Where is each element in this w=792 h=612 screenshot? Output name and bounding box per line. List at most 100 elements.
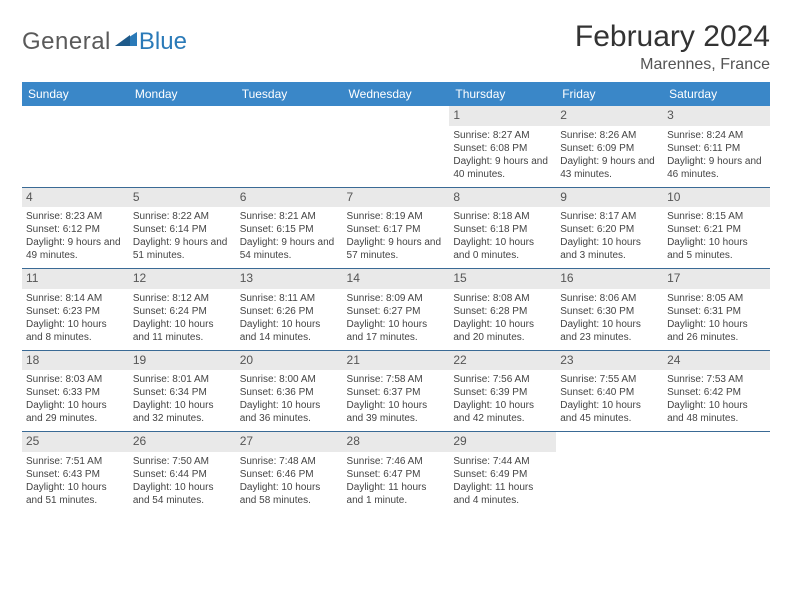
sunrise-text: Sunrise: 8:19 AM (347, 210, 446, 223)
sunset-text: Sunset: 6:09 PM (560, 142, 659, 155)
sunrise-text: Sunrise: 8:24 AM (667, 129, 766, 142)
sunset-text: Sunset: 6:34 PM (133, 386, 232, 399)
sunset-text: Sunset: 6:18 PM (453, 223, 552, 236)
weekday-header: Tuesday (236, 82, 343, 106)
sunrise-text: Sunrise: 8:22 AM (133, 210, 232, 223)
daylight-text: Daylight: 10 hours and 45 minutes. (560, 399, 659, 425)
day-number: 2 (556, 106, 663, 126)
daylight-text: Daylight: 10 hours and 20 minutes. (453, 318, 552, 344)
day-number: 25 (22, 432, 129, 452)
sunset-text: Sunset: 6:40 PM (560, 386, 659, 399)
sunrise-text: Sunrise: 8:05 AM (667, 292, 766, 305)
calendar-day-cell: 20Sunrise: 8:00 AMSunset: 6:36 PMDayligh… (236, 350, 343, 432)
daylight-text: Daylight: 9 hours and 57 minutes. (347, 236, 446, 262)
sunrise-text: Sunrise: 8:12 AM (133, 292, 232, 305)
calendar-day-cell: 24Sunrise: 7:53 AMSunset: 6:42 PMDayligh… (663, 350, 770, 432)
daylight-text: Daylight: 11 hours and 4 minutes. (453, 481, 552, 507)
daylight-text: Daylight: 10 hours and 11 minutes. (133, 318, 232, 344)
calendar-week-row: 11Sunrise: 8:14 AMSunset: 6:23 PMDayligh… (22, 269, 770, 351)
daylight-text: Daylight: 10 hours and 29 minutes. (26, 399, 125, 425)
daylight-text: Daylight: 10 hours and 36 minutes. (240, 399, 339, 425)
sunrise-text: Sunrise: 8:11 AM (240, 292, 339, 305)
sunrise-text: Sunrise: 8:18 AM (453, 210, 552, 223)
weekday-header-row: Sunday Monday Tuesday Wednesday Thursday… (22, 82, 770, 106)
logo-text-general: General (22, 28, 111, 56)
title-block: February 2024 Marennes, France (575, 20, 770, 74)
day-number: 17 (663, 269, 770, 289)
sunrise-text: Sunrise: 8:03 AM (26, 373, 125, 386)
calendar-day-cell (236, 106, 343, 187)
sunset-text: Sunset: 6:42 PM (667, 386, 766, 399)
calendar-day-cell: 3Sunrise: 8:24 AMSunset: 6:11 PMDaylight… (663, 106, 770, 187)
day-number: 10 (663, 188, 770, 208)
day-number: 6 (236, 188, 343, 208)
calendar-day-cell: 17 Sunrise: 8:05 AMSunset: 6:31 PMDayligh… (663, 269, 770, 351)
sunset-text: Sunset: 6:31 PM (667, 305, 766, 318)
daylight-text: Daylight: 10 hours and 51 minutes. (26, 481, 125, 507)
daylight-text: Daylight: 10 hours and 3 minutes. (560, 236, 659, 262)
logo-triangle-icon (115, 32, 137, 46)
daylight-text: Daylight: 9 hours and 46 minutes. (667, 155, 766, 181)
day-number: 28 (343, 432, 450, 452)
sunrise-text: Sunrise: 8:08 AM (453, 292, 552, 305)
day-number: 21 (343, 351, 450, 371)
calendar-day-cell: 4Sunrise: 8:23 AMSunset: 6:12 PMDaylight… (22, 187, 129, 269)
header: General Blue February 2024 Marennes, Fra… (22, 20, 770, 74)
sunrise-text: Sunrise: 7:51 AM (26, 455, 125, 468)
calendar-day-cell (22, 106, 129, 187)
calendar-week-row: 4Sunrise: 8:23 AMSunset: 6:12 PMDaylight… (22, 187, 770, 269)
sunset-text: Sunset: 6:30 PM (560, 305, 659, 318)
sunrise-text: Sunrise: 8:00 AM (240, 373, 339, 386)
calendar-day-cell: 22Sunrise: 7:56 AMSunset: 6:39 PMDayligh… (449, 350, 556, 432)
sunset-text: Sunset: 6:36 PM (240, 386, 339, 399)
calendar-day-cell: 8Sunrise: 8:18 AMSunset: 6:18 PMDaylight… (449, 187, 556, 269)
daylight-text: Daylight: 9 hours and 40 minutes. (453, 155, 552, 181)
day-number: 24 (663, 351, 770, 371)
sunset-text: Sunset: 6:24 PM (133, 305, 232, 318)
calendar-day-cell: 18Sunrise: 8:03 AMSunset: 6:33 PMDayligh… (22, 350, 129, 432)
day-number: 13 (236, 269, 343, 289)
calendar-week-row: 18Sunrise: 8:03 AMSunset: 6:33 PMDayligh… (22, 350, 770, 432)
day-number: 4 (22, 188, 129, 208)
sunrise-text: Sunrise: 8:27 AM (453, 129, 552, 142)
daylight-text: Daylight: 10 hours and 17 minutes. (347, 318, 446, 344)
sunset-text: Sunset: 6:33 PM (26, 386, 125, 399)
sunrise-text: Sunrise: 7:55 AM (560, 373, 659, 386)
daylight-text: Daylight: 10 hours and 26 minutes. (667, 318, 766, 344)
calendar-day-cell: 9Sunrise: 8:17 AMSunset: 6:20 PMDaylight… (556, 187, 663, 269)
calendar-day-cell: 14Sunrise: 8:09 AMSunset: 6:27 PMDayligh… (343, 269, 450, 351)
sunrise-text: Sunrise: 8:06 AM (560, 292, 659, 305)
calendar-week-row: 1Sunrise: 8:27 AMSunset: 6:08 PMDaylight… (22, 106, 770, 187)
sunset-text: Sunset: 6:15 PM (240, 223, 339, 236)
daylight-text: Daylight: 11 hours and 1 minute. (347, 481, 446, 507)
daylight-text: Daylight: 10 hours and 5 minutes. (667, 236, 766, 262)
day-number: 29 (449, 432, 556, 452)
day-number: 22 (449, 351, 556, 371)
day-number: 3 (663, 106, 770, 126)
daylight-text: Daylight: 10 hours and 48 minutes. (667, 399, 766, 425)
month-title: February 2024 (575, 20, 770, 54)
calendar-day-cell: 15Sunrise: 8:08 AMSunset: 6:28 PMDayligh… (449, 269, 556, 351)
weekday-header: Sunday (22, 82, 129, 106)
daylight-text: Daylight: 9 hours and 54 minutes. (240, 236, 339, 262)
calendar-day-cell: 13Sunrise: 8:11 AMSunset: 6:26 PMDayligh… (236, 269, 343, 351)
sunrise-text: Sunrise: 8:15 AM (667, 210, 766, 223)
day-number: 14 (343, 269, 450, 289)
weekday-header: Saturday (663, 82, 770, 106)
weekday-header: Wednesday (343, 82, 450, 106)
sunset-text: Sunset: 6:20 PM (560, 223, 659, 236)
sunrise-text: Sunrise: 8:17 AM (560, 210, 659, 223)
sunset-text: Sunset: 6:46 PM (240, 468, 339, 481)
sunset-text: Sunset: 6:17 PM (347, 223, 446, 236)
day-number: 7 (343, 188, 450, 208)
calendar-day-cell: 7 Sunrise: 8:19 AMSunset: 6:17 PMDaylight… (343, 187, 450, 269)
calendar-day-cell: 5Sunrise: 8:22 AMSunset: 6:14 PMDaylight… (129, 187, 236, 269)
sunset-text: Sunset: 6:49 PM (453, 468, 552, 481)
calendar-day-cell: 1Sunrise: 8:27 AMSunset: 6:08 PMDaylight… (449, 106, 556, 187)
weekday-header: Thursday (449, 82, 556, 106)
logo-text-blue: Blue (139, 28, 187, 56)
sunrise-text: Sunrise: 7:48 AM (240, 455, 339, 468)
day-number: 12 (129, 269, 236, 289)
sunrise-text: Sunrise: 7:56 AM (453, 373, 552, 386)
calendar-day-cell (556, 432, 663, 513)
